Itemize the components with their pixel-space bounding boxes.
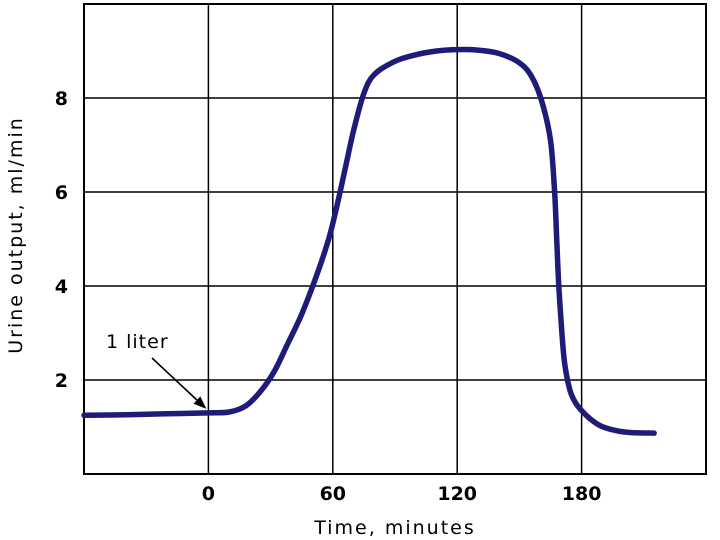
- y-axis-label: Urine output, ml/min: [5, 116, 27, 354]
- x-axis-label: Time, minutes: [313, 517, 476, 539]
- y-tick-label: 8: [55, 88, 68, 110]
- y-tick-labels: 2 4 6 8: [55, 88, 68, 392]
- annotation-arrowhead: [193, 396, 207, 409]
- x-tick-label: 0: [202, 483, 215, 505]
- x-tick-label: 120: [437, 483, 477, 505]
- urine-output-line: [81, 46, 657, 436]
- annotation-arrow: [151, 357, 198, 401]
- grid: [83, 3, 707, 475]
- y-tick-label: 6: [55, 182, 68, 204]
- annotation-label: 1 liter: [106, 331, 169, 353]
- y-tick-label: 4: [55, 276, 68, 298]
- x-tick-label: 180: [562, 483, 602, 505]
- x-tick-labels: 0 60 120 180: [202, 483, 602, 505]
- annotation: 1 liter: [106, 331, 207, 409]
- x-tick-label: 60: [320, 483, 346, 505]
- plot-frame: [83, 3, 707, 475]
- y-tick-label: 2: [55, 370, 68, 392]
